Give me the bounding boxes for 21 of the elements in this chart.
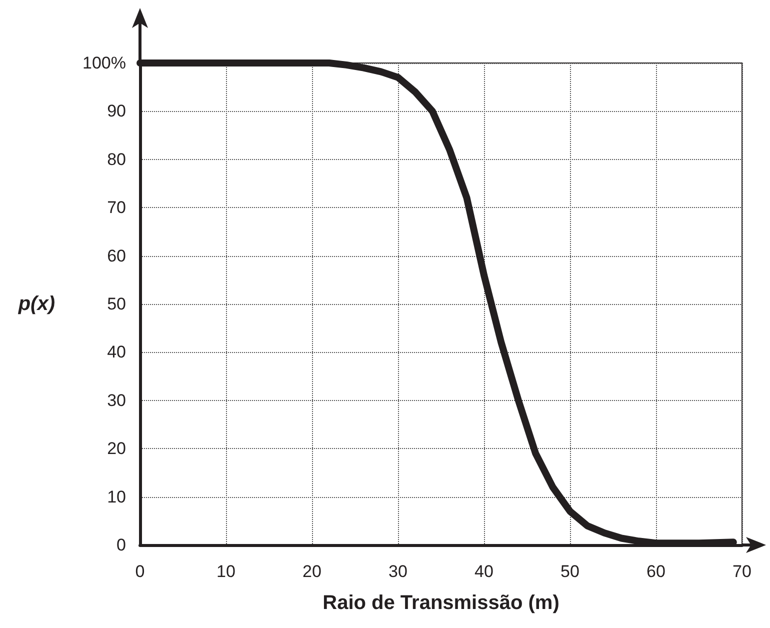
y-tick-label: 30 [107,390,126,410]
x-tick-label: 0 [135,562,145,581]
y-tick-label: 100% [82,54,126,72]
x-tick-label: 30 [388,562,408,581]
y-tick-label: 10 [107,487,126,506]
x-tick-label: 70 [732,562,752,581]
x-tick-label: 40 [474,562,494,581]
x-tick-label: 60 [646,562,666,581]
y-tick-label: 70 [107,198,126,218]
y-tick-label: 60 [107,246,126,266]
x-tick-label: 50 [560,562,580,581]
x-tick-label: 10 [216,562,236,581]
y-axis-title: p(x) [17,293,56,315]
x-tick-label: 20 [302,562,322,581]
y-tick-label: 90 [107,102,126,121]
y-tick-label: 40 [107,342,126,362]
y-tick-label: 20 [107,439,126,458]
y-tick-label: 80 [107,150,126,169]
x-axis-title: Raio de Transmissão (m) [322,592,560,614]
y-tick-label: 50 [107,294,126,314]
y-tick-label: 0 [116,536,126,554]
